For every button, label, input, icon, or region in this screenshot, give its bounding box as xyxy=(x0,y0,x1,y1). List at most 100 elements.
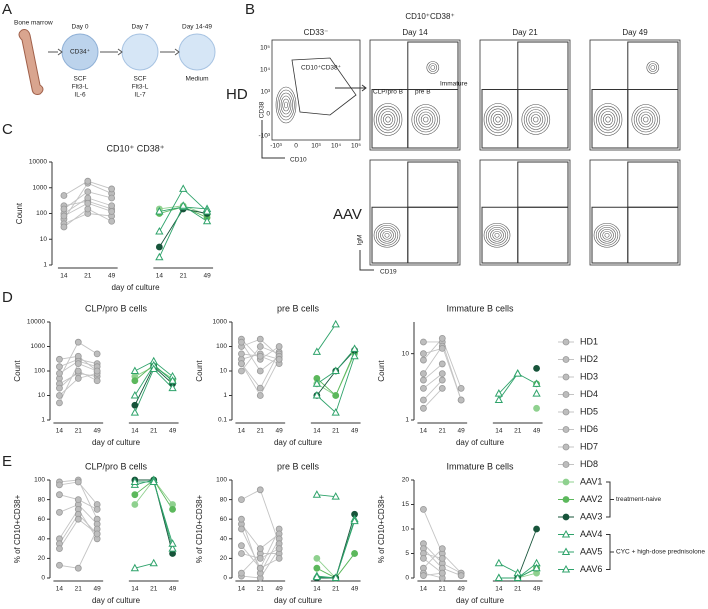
gate xyxy=(627,161,679,208)
y-tick-label: 1 xyxy=(41,417,45,424)
data-point xyxy=(256,486,264,494)
legend-marker xyxy=(561,529,571,538)
legend-marker xyxy=(562,478,570,486)
x-tick-label: 14 xyxy=(131,586,139,593)
data-point xyxy=(350,516,359,525)
y-tick-label: 20 xyxy=(402,477,410,484)
contour xyxy=(378,108,398,131)
data-point xyxy=(238,496,245,504)
data-point xyxy=(108,185,116,193)
gate xyxy=(627,206,679,264)
data-point xyxy=(74,515,82,523)
data-point xyxy=(202,206,212,215)
y-tick-label: 10 xyxy=(220,368,228,375)
legend-bracket xyxy=(606,481,614,518)
data-point xyxy=(313,555,321,562)
x-axis-label: day of culture xyxy=(456,596,505,605)
y-tick-label: 20 xyxy=(220,555,228,562)
data-point xyxy=(513,573,522,581)
data-point xyxy=(238,360,245,368)
y-tick-label: 60 xyxy=(220,516,228,523)
axis-label: CD38 xyxy=(259,101,266,118)
legend-marker xyxy=(562,356,570,363)
legend-label: AAV4 xyxy=(580,529,602,539)
data-point xyxy=(56,545,63,552)
data-point xyxy=(494,395,504,404)
data-point xyxy=(275,343,283,350)
data-point xyxy=(93,367,101,375)
data-point xyxy=(238,550,245,557)
gate xyxy=(517,41,569,90)
legend-label: AAV2 xyxy=(580,494,602,504)
data-point xyxy=(438,360,446,368)
plot-frame xyxy=(479,159,571,266)
contour xyxy=(380,228,394,242)
x-tick-label: 49 xyxy=(458,428,466,435)
contour xyxy=(640,114,651,125)
data-point xyxy=(275,555,283,562)
plot-frame xyxy=(271,39,361,141)
plot-frame xyxy=(589,39,681,151)
y-axis-label: Count xyxy=(195,360,204,382)
contour xyxy=(494,232,500,238)
data-point xyxy=(93,377,101,385)
panel-label: B xyxy=(245,1,255,18)
chart-title: pre B cells xyxy=(277,303,320,313)
contour xyxy=(279,92,293,118)
y-tick-label: 10 xyxy=(38,392,46,399)
chart-title: CLP/pro B cells xyxy=(85,303,148,313)
y-tick-label: 10 xyxy=(402,526,410,533)
contour xyxy=(528,111,544,128)
data-point xyxy=(168,383,177,392)
data-point xyxy=(256,343,264,350)
flow-column-title: Day 14 xyxy=(402,28,428,37)
panel-label: C xyxy=(2,121,13,138)
data-point xyxy=(332,392,340,399)
data-point xyxy=(420,404,427,412)
y-tick-label: 100 xyxy=(36,210,47,217)
series-line xyxy=(423,379,443,401)
data-point xyxy=(350,351,359,360)
gate xyxy=(407,206,459,264)
series-line xyxy=(134,562,154,569)
x-tick-label: 21 xyxy=(439,586,447,593)
data-point xyxy=(494,558,504,567)
y-axis-label: Count xyxy=(13,360,22,382)
contour xyxy=(604,232,610,238)
data-point xyxy=(108,208,116,215)
data-point xyxy=(312,379,322,387)
data-point xyxy=(155,252,164,261)
flow-tick: 10⁵ xyxy=(351,143,361,150)
data-point xyxy=(350,344,359,352)
data-point xyxy=(60,212,68,220)
data-point xyxy=(84,177,92,185)
flow-column-title: Day 49 xyxy=(622,28,648,37)
series-line xyxy=(423,548,443,569)
series-line xyxy=(316,521,355,579)
contour xyxy=(492,230,502,240)
y-tick-label: 5 xyxy=(405,550,409,557)
legend-label: HD8 xyxy=(580,459,598,469)
data-point xyxy=(56,508,63,516)
data-point xyxy=(438,345,446,352)
x-tick-label: 14 xyxy=(420,586,428,593)
schematic-art xyxy=(18,29,216,95)
x-tick-label: 21 xyxy=(439,428,447,435)
flow-tick: 10⁵ xyxy=(260,45,270,52)
legend-marker xyxy=(562,426,570,433)
contour xyxy=(378,226,396,244)
contour xyxy=(416,109,436,130)
data-point xyxy=(256,392,264,399)
data-point xyxy=(74,367,82,375)
y-tick-label: 1000 xyxy=(31,343,46,350)
data-point xyxy=(533,364,540,372)
series-line xyxy=(517,528,537,579)
data-point xyxy=(331,573,340,581)
data-point xyxy=(420,370,427,378)
data-point xyxy=(331,408,340,416)
data-point xyxy=(108,217,116,225)
legend-marker xyxy=(562,461,570,468)
contour xyxy=(428,63,438,72)
legend-marker xyxy=(561,547,571,555)
series-line xyxy=(316,324,337,353)
